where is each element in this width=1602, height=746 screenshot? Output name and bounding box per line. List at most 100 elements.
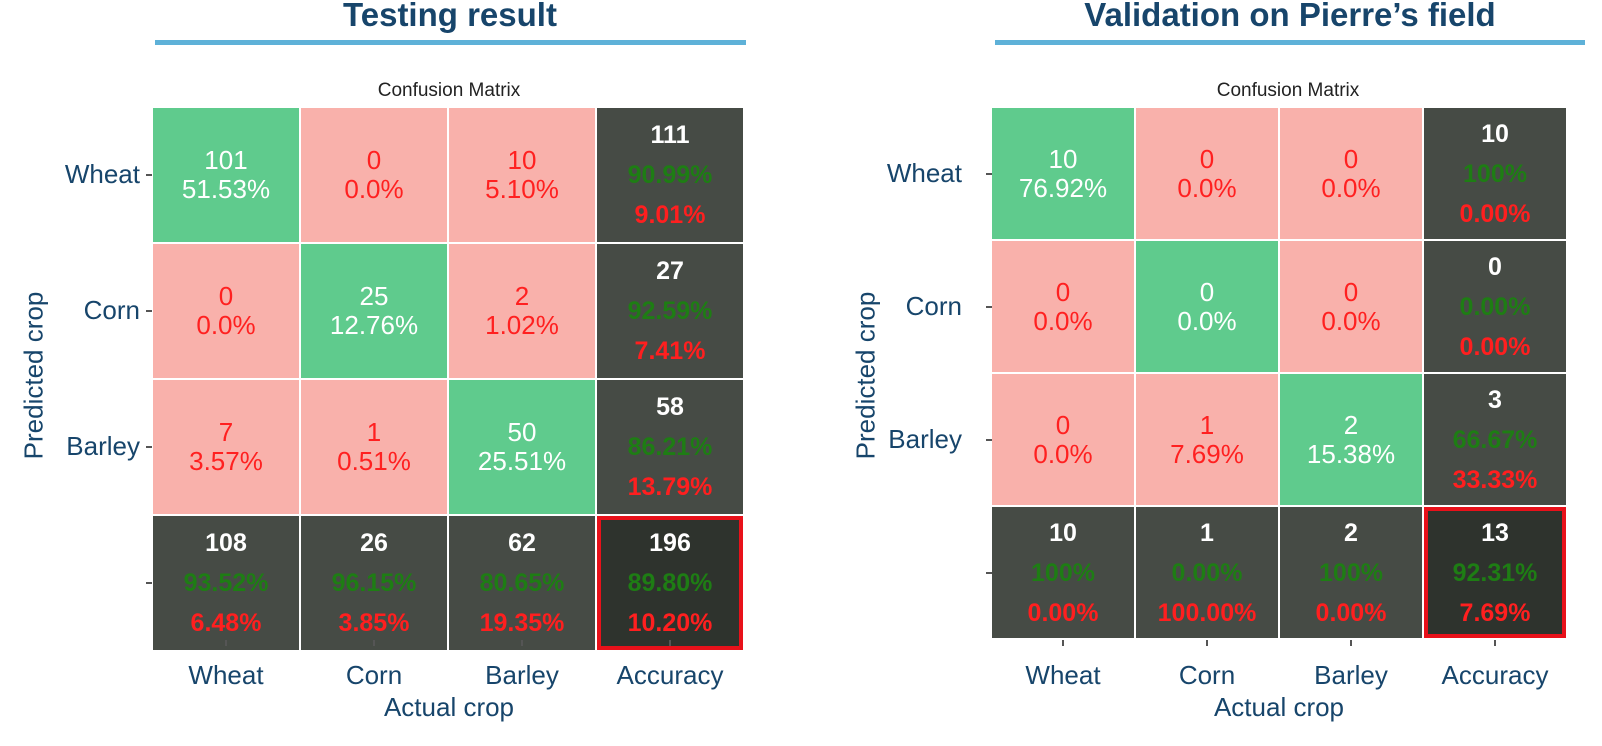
column-total-cell: 62 80.65% 19.35% <box>449 516 595 650</box>
cell-count: 50 <box>507 417 537 447</box>
confusion-matrix-grid: 101 51.53% 0 0.0% 10 5.10% 111 90.99% 9.01% 0 0.0%… <box>153 108 743 650</box>
correct-rate: 0.00% <box>1171 558 1243 587</box>
chart-title: Confusion Matrix <box>1216 80 1360 101</box>
panel-title: Validation on Pierre’s field <box>1084 0 1496 33</box>
row-total-cell: 58 86.21% 13.79% <box>597 380 743 514</box>
matrix-cell-misclassified: 10 5.10% <box>449 108 595 242</box>
column-total-cell: 2 100% 0.00% <box>1280 507 1422 638</box>
cell-count: 0 <box>218 281 234 311</box>
cell-percent: 0.0% <box>1177 305 1237 336</box>
x-tick-mark <box>521 640 523 646</box>
y-tick-label: Wheat <box>886 157 962 188</box>
x-tick-mark <box>669 640 671 646</box>
y-tick-mark <box>986 571 992 574</box>
y-tick-label: Barley <box>66 431 140 461</box>
error-rate: 33.33% <box>1452 465 1538 494</box>
cell-percent: 1.02% <box>485 310 559 340</box>
y-tick-mark <box>986 438 992 441</box>
cell-count: 0 <box>1055 409 1071 440</box>
x-tick-label: Barley <box>485 660 559 690</box>
total-count: 62 <box>508 529 536 557</box>
x-axis-title: Actual crop <box>1213 692 1345 722</box>
total-count: 58 <box>656 393 684 421</box>
matrix-cell-misclassified: 7 3.57% <box>153 380 299 514</box>
cell-count: 2 <box>514 281 530 311</box>
correct-rate: 96.15% <box>331 569 417 597</box>
matrix-cell-correct: 0 0.0% <box>1136 241 1278 372</box>
error-rate: 13.79% <box>627 473 713 501</box>
cell-percent: 51.53% <box>181 174 271 204</box>
column-total-cell: 108 93.52% 6.48% <box>153 516 299 650</box>
matrix-cell-correct: 25 12.76% <box>301 244 447 378</box>
cell-count: 10 <box>507 145 537 175</box>
error-rate: 7.41% <box>634 337 706 365</box>
cell-count: 10 <box>1048 143 1078 174</box>
matrix-cell-misclassified: 0 0.0% <box>1280 241 1422 372</box>
cell-percent: 12.76% <box>329 310 419 340</box>
matrix-cell-correct: 101 51.53% <box>153 108 299 242</box>
matrix-cell-misclassified: 0 0.0% <box>992 241 1134 372</box>
row-total-cell: 3 66.67% 33.33% <box>1424 374 1566 505</box>
matrix-cell-misclassified: 0 0.0% <box>992 374 1134 505</box>
x-tick-mark <box>373 640 375 646</box>
cell-percent: 0.0% <box>1321 305 1381 336</box>
x-tick-mark <box>1206 640 1208 646</box>
cell-count: 2 <box>1343 409 1359 440</box>
title-underline <box>995 40 1585 45</box>
x-tick-label: Accuracy <box>616 660 724 690</box>
x-tick-mark <box>225 640 227 646</box>
x-tick-label: Corn <box>345 660 403 690</box>
correct-rate: 86.21% <box>627 433 713 461</box>
cell-count: 101 <box>204 145 248 175</box>
error-rate: 0.00% <box>1027 598 1099 627</box>
cell-percent: 0.51% <box>337 446 411 476</box>
cell-percent: 0.0% <box>1033 305 1093 336</box>
y-tick-mark <box>146 446 152 448</box>
cell-count: 0 <box>1199 276 1215 307</box>
panel-title: Testing result <box>343 0 557 33</box>
y-tick-label: Barley <box>888 423 962 454</box>
total-count: 26 <box>360 529 388 557</box>
correct-rate: 90.99% <box>627 161 713 189</box>
error-rate: 0.00% <box>1315 598 1387 627</box>
row-total-cell: 111 90.99% 9.01% <box>597 108 743 242</box>
correct-rate: 93.52% <box>183 569 269 597</box>
cell-percent: 0.0% <box>344 174 404 204</box>
correct-rate: 100% <box>1319 558 1383 587</box>
cell-percent: 0.0% <box>1177 172 1237 203</box>
cell-count: 0 <box>366 145 382 175</box>
matrix-cell-misclassified: 0 0.0% <box>301 108 447 242</box>
y-tick-mark <box>986 172 992 175</box>
overall-accuracy-cell: 13 92.31% 7.69% <box>1424 507 1566 638</box>
y-tick-label: Corn <box>905 290 962 321</box>
cell-percent: 3.57% <box>189 446 263 476</box>
matrix-cell-correct: 2 15.38% <box>1280 374 1422 505</box>
matrix-cell-misclassified: 1 0.51% <box>301 380 447 514</box>
error-rate: 6.48% <box>190 609 262 637</box>
matrix-cell-misclassified: 0 0.0% <box>1136 108 1278 239</box>
correct-rate: 92.59% <box>627 297 713 325</box>
cell-count: 0 <box>1343 143 1359 174</box>
cell-count: 1 <box>366 417 382 447</box>
x-tick-mark <box>1062 640 1064 646</box>
total-count: 196 <box>649 529 691 557</box>
y-tick-mark <box>146 582 152 584</box>
row-total-cell: 27 92.59% 7.41% <box>597 244 743 378</box>
cell-percent: 0.0% <box>196 310 256 340</box>
error-rate: 0.00% <box>1459 332 1531 361</box>
matrix-cell-misclassified: 2 1.02% <box>449 244 595 378</box>
total-count: 1 <box>1200 518 1214 547</box>
error-rate: 100.00% <box>1157 598 1257 627</box>
cell-count: 1 <box>1199 409 1215 440</box>
correct-rate: 0.00% <box>1459 292 1531 321</box>
validation-panel: Validation on Pierre’s field Confusion M… <box>820 0 1602 746</box>
row-total-cell: 10 100% 0.00% <box>1424 108 1566 239</box>
error-rate: 19.35% <box>479 609 565 637</box>
total-count: 0 <box>1488 252 1502 281</box>
error-rate: 9.01% <box>634 201 706 229</box>
overall-accuracy-cell: 196 89.80% 10.20% <box>597 516 743 650</box>
cell-percent: 0.0% <box>1321 172 1381 203</box>
error-rate: 10.20% <box>627 609 713 637</box>
matrix-cell-correct: 10 76.92% <box>992 108 1134 239</box>
testing-result-panel: Testing result Confusion Matrix 101 51.53… <box>0 0 780 746</box>
